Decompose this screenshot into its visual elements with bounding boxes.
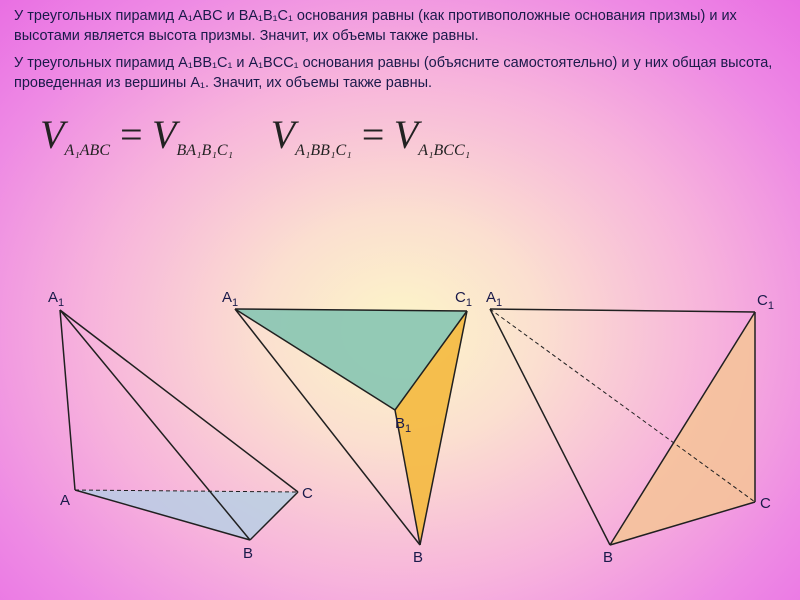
eq1: = <box>118 112 145 157</box>
d3-label-A1: A1 <box>486 289 502 309</box>
d3-label-C1: C1 <box>757 292 774 312</box>
volume-equation: VA₁ABC = VBA₁B₁C₁ VA₁BB₁C₁ = VA₁BCC₁ <box>40 111 800 160</box>
v4: V <box>394 112 418 157</box>
v2sub: BA₁B₁C₁ <box>176 142 233 159</box>
d3-label-B: B <box>603 549 613 566</box>
d3-edge <box>490 309 610 545</box>
d1-edge <box>60 310 298 492</box>
d1-label-C: C <box>302 485 313 502</box>
d2-label-A1: A1 <box>222 289 238 309</box>
d2-label-B: B <box>413 549 423 566</box>
d3-edge <box>490 309 755 312</box>
d3-label-C: C <box>760 495 771 512</box>
diagrams-svg: A1 A B C A1 C1 B1 B A1 C1 C B <box>0 280 800 600</box>
v3sub: A₁BB₁C₁ <box>295 142 352 159</box>
eq2: = <box>359 112 386 157</box>
d1-label-A1: A1 <box>48 289 64 309</box>
v1: V <box>40 112 64 157</box>
paragraph-2-text: У треугольных пирамид A₁BB₁C₁ и A₁BCC₁ о… <box>14 55 772 91</box>
v2: V <box>152 112 176 157</box>
v3: V <box>271 112 295 157</box>
d1-base-fill <box>75 490 298 540</box>
d1-edge <box>60 310 75 490</box>
v1sub: A₁ABC <box>64 142 110 159</box>
explanation-paragraph-2: У треугольных пирамид A₁BB₁C₁ и A₁BCC₁ о… <box>0 47 800 94</box>
v4sub: A₁BCC₁ <box>418 142 470 159</box>
paragraph-1-text: У треугольных пирамид A₁ABC и BA₁B₁C₁ ос… <box>14 8 737 44</box>
d1-label-B: B <box>243 545 253 562</box>
d1-label-A: A <box>60 492 70 509</box>
explanation-paragraph-1: У треугольных пирамид A₁ABC и BA₁B₁C₁ ос… <box>0 0 800 47</box>
d2-label-C1: C1 <box>455 289 472 309</box>
diagram-3: A1 C1 C B <box>486 289 774 566</box>
